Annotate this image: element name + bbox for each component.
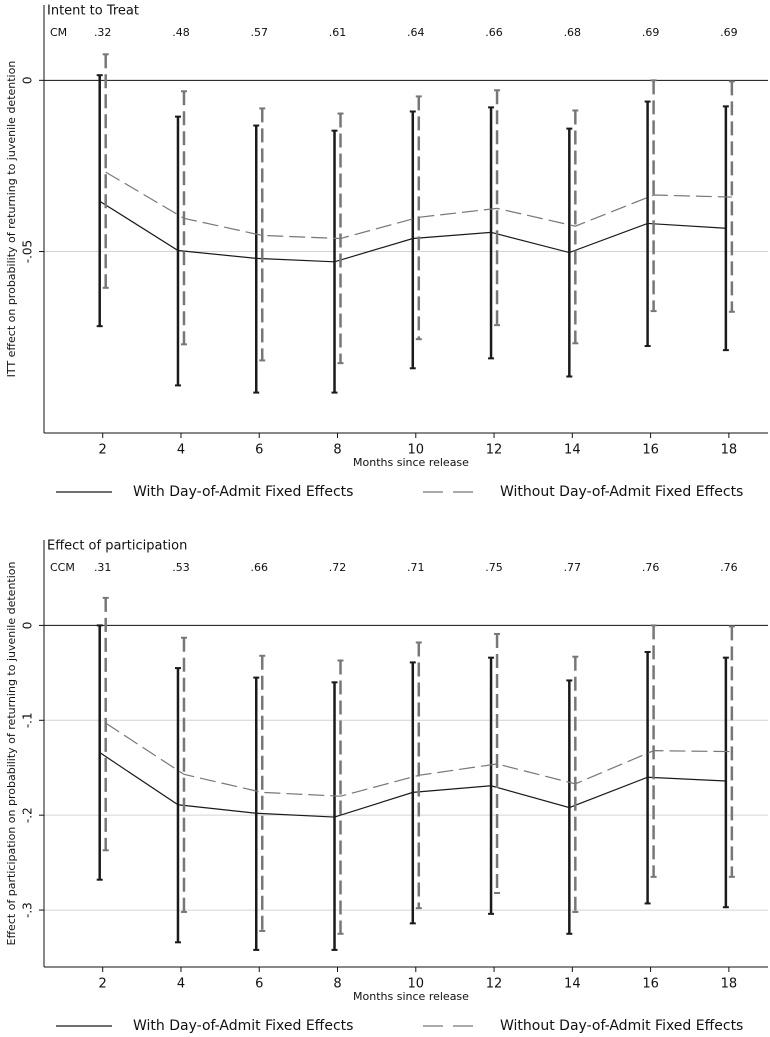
panel-title: Intent to Treat xyxy=(47,4,139,19)
error-bar xyxy=(102,53,109,289)
x-tick-label: 6 xyxy=(255,443,263,458)
y-tick-label: -.3 xyxy=(21,902,35,918)
error-bar xyxy=(409,110,416,370)
error-bar xyxy=(331,681,338,951)
error-bar xyxy=(180,636,187,913)
annotation: .75 xyxy=(485,561,503,574)
error-bar xyxy=(259,654,266,932)
legend-label: Without Day-of-Admit Fixed Effects xyxy=(500,484,743,500)
annotation: .76 xyxy=(642,561,660,574)
annotation: .66 xyxy=(485,26,503,39)
error-bar xyxy=(650,79,657,313)
x-tick-label: 12 xyxy=(486,443,503,458)
annotation: .66 xyxy=(250,561,268,574)
annotation: .69 xyxy=(642,26,660,39)
series-line xyxy=(99,752,726,818)
annotation: .48 xyxy=(172,26,190,39)
error-bar xyxy=(259,107,266,362)
y-tick-label: -.2 xyxy=(21,807,35,823)
y-axis-label: ITT effect on probability of returning t… xyxy=(5,61,18,378)
y-tick-label: 0 xyxy=(21,622,35,630)
y-axis-label: Effect of participation on probability o… xyxy=(5,561,18,945)
panel-title: Effect of participation xyxy=(47,539,187,554)
error-bar xyxy=(728,625,735,878)
x-axis-label: Months since release xyxy=(353,456,469,469)
annotation: .68 xyxy=(564,26,582,39)
x-tick-label: 12 xyxy=(486,977,503,992)
x-tick-label: 18 xyxy=(721,977,738,992)
y-tick-label: 0 xyxy=(21,77,35,85)
error-bar xyxy=(337,659,344,935)
annotation-label: CCM xyxy=(50,561,75,574)
series-line xyxy=(99,200,726,263)
error-bar xyxy=(494,89,501,327)
x-tick-label: 18 xyxy=(721,443,738,458)
x-tick-label: 16 xyxy=(642,977,659,992)
series-line xyxy=(105,722,732,797)
error-bar xyxy=(722,656,729,909)
error-bar xyxy=(494,632,501,894)
legend-label: With Day-of-Admit Fixed Effects xyxy=(133,1018,353,1034)
annotation: .31 xyxy=(94,561,112,574)
annotation: .77 xyxy=(564,561,582,574)
x-tick-label: 10 xyxy=(408,977,425,992)
y-tick-label: -.1 xyxy=(21,712,35,728)
x-tick-label: 2 xyxy=(99,443,107,458)
error-bar xyxy=(96,74,103,328)
series-line xyxy=(105,171,732,240)
x-axis-label: Months since release xyxy=(353,990,469,1003)
annotation: .32 xyxy=(94,26,112,39)
annotation: .71 xyxy=(407,561,425,574)
x-tick-label: 8 xyxy=(333,443,341,458)
error-bar xyxy=(253,124,260,394)
x-tick-label: 6 xyxy=(255,977,263,992)
x-tick-label: 10 xyxy=(408,443,425,458)
x-tick-label: 14 xyxy=(564,443,581,458)
annotation: .76 xyxy=(720,561,738,574)
annotation-label: CM xyxy=(50,26,67,39)
legend-label: Without Day-of-Admit Fixed Effects xyxy=(500,1018,743,1034)
error-bar xyxy=(728,80,735,313)
annotation: .64 xyxy=(407,26,425,39)
x-tick-label: 16 xyxy=(642,443,659,458)
legend-label: With Day-of-Admit Fixed Effects xyxy=(133,484,353,500)
annotation: .69 xyxy=(720,26,738,39)
annotation: .57 xyxy=(250,26,268,39)
error-bar xyxy=(102,596,109,852)
annotation: .61 xyxy=(329,26,347,39)
error-bar xyxy=(572,109,579,345)
x-tick-label: 2 xyxy=(99,977,107,992)
y-tick-label: -.05 xyxy=(21,240,35,263)
x-tick-label: 14 xyxy=(564,977,581,992)
x-tick-label: 4 xyxy=(177,977,185,992)
x-tick-label: 8 xyxy=(333,977,341,992)
annotation: .53 xyxy=(172,561,190,574)
annotation: .72 xyxy=(329,561,347,574)
x-tick-label: 4 xyxy=(177,443,185,458)
